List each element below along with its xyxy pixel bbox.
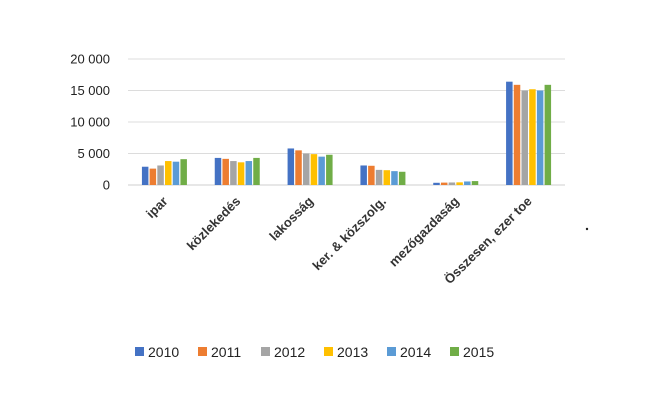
bar-2012-4 [448,182,456,185]
category-label: ker. & közszolg. [309,194,389,274]
bar-2013-5 [529,89,536,185]
category-label: lakosság [266,193,316,243]
bars [141,81,552,185]
stray-dot [585,227,589,231]
gridlines [128,58,565,186]
bar-2012-1 [230,161,237,185]
legend-label: 2013 [337,344,368,360]
y-tick-label: 0 [103,178,110,193]
category-label: ipar [143,194,170,221]
bar-2014-3 [391,171,398,185]
y-tick-label: 15 000 [70,83,110,98]
bar-2010-3 [360,165,367,185]
category-label: mezőgazdaság [386,193,462,269]
bar-2010-5 [506,81,513,185]
bar-2014-1 [245,161,253,185]
bar-2013-3 [383,170,391,185]
legend-label: 2015 [463,344,494,360]
bar-2014-4 [464,181,471,185]
bar-2013-4 [456,182,463,185]
bar-2011-3 [368,165,375,185]
legend-swatch [450,347,459,356]
bar-2010-2 [287,148,295,185]
bar-2011-0 [149,168,157,185]
y-tick-label: 5 000 [77,146,110,161]
bar-2012-2 [302,153,310,185]
bar-2013-2 [310,154,318,185]
bar-2011-5 [513,84,521,185]
legend-swatch [261,347,270,356]
bar-2013-1 [237,162,245,185]
bar-2014-2 [318,156,325,185]
bar-2011-1 [222,158,229,185]
y-tick-label: 20 000 [70,52,110,67]
legend-swatch [387,347,396,356]
legend-label: 2010 [148,344,179,360]
legend: 2010 2011 2012 2013 2014 2015 [135,344,494,360]
bar-2015-2 [326,154,333,185]
bar-2010-1 [214,157,222,185]
legend-label: 2014 [400,344,431,360]
bar-2011-4 [440,182,448,185]
bar-2015-5 [544,84,552,185]
bar-2012-3 [375,169,383,185]
category-label: közlekedés [184,194,244,254]
bar-2012-5 [521,90,528,185]
bar-2015-3 [398,171,406,185]
bar-2015-4 [471,181,479,185]
bar-2011-2 [295,150,302,185]
bar-2015-1 [253,157,260,185]
bar-2015-0 [180,159,187,185]
bar-2014-0 [172,161,180,185]
legend-label: 2012 [274,344,305,360]
legend-label: 2011 [211,344,241,360]
legend-swatch [135,347,144,356]
y-axis-tick-labels: 0 5 000 10 000 15 000 20 000 [70,52,110,193]
bar-2012-0 [157,165,164,185]
legend-swatch [324,347,333,356]
bar-2014-5 [536,90,544,185]
legend-swatch [198,347,207,356]
bar-2013-0 [165,161,172,185]
bar-2010-0 [141,166,149,185]
y-tick-label: 10 000 [70,115,110,130]
bar-2010-4 [433,182,440,185]
